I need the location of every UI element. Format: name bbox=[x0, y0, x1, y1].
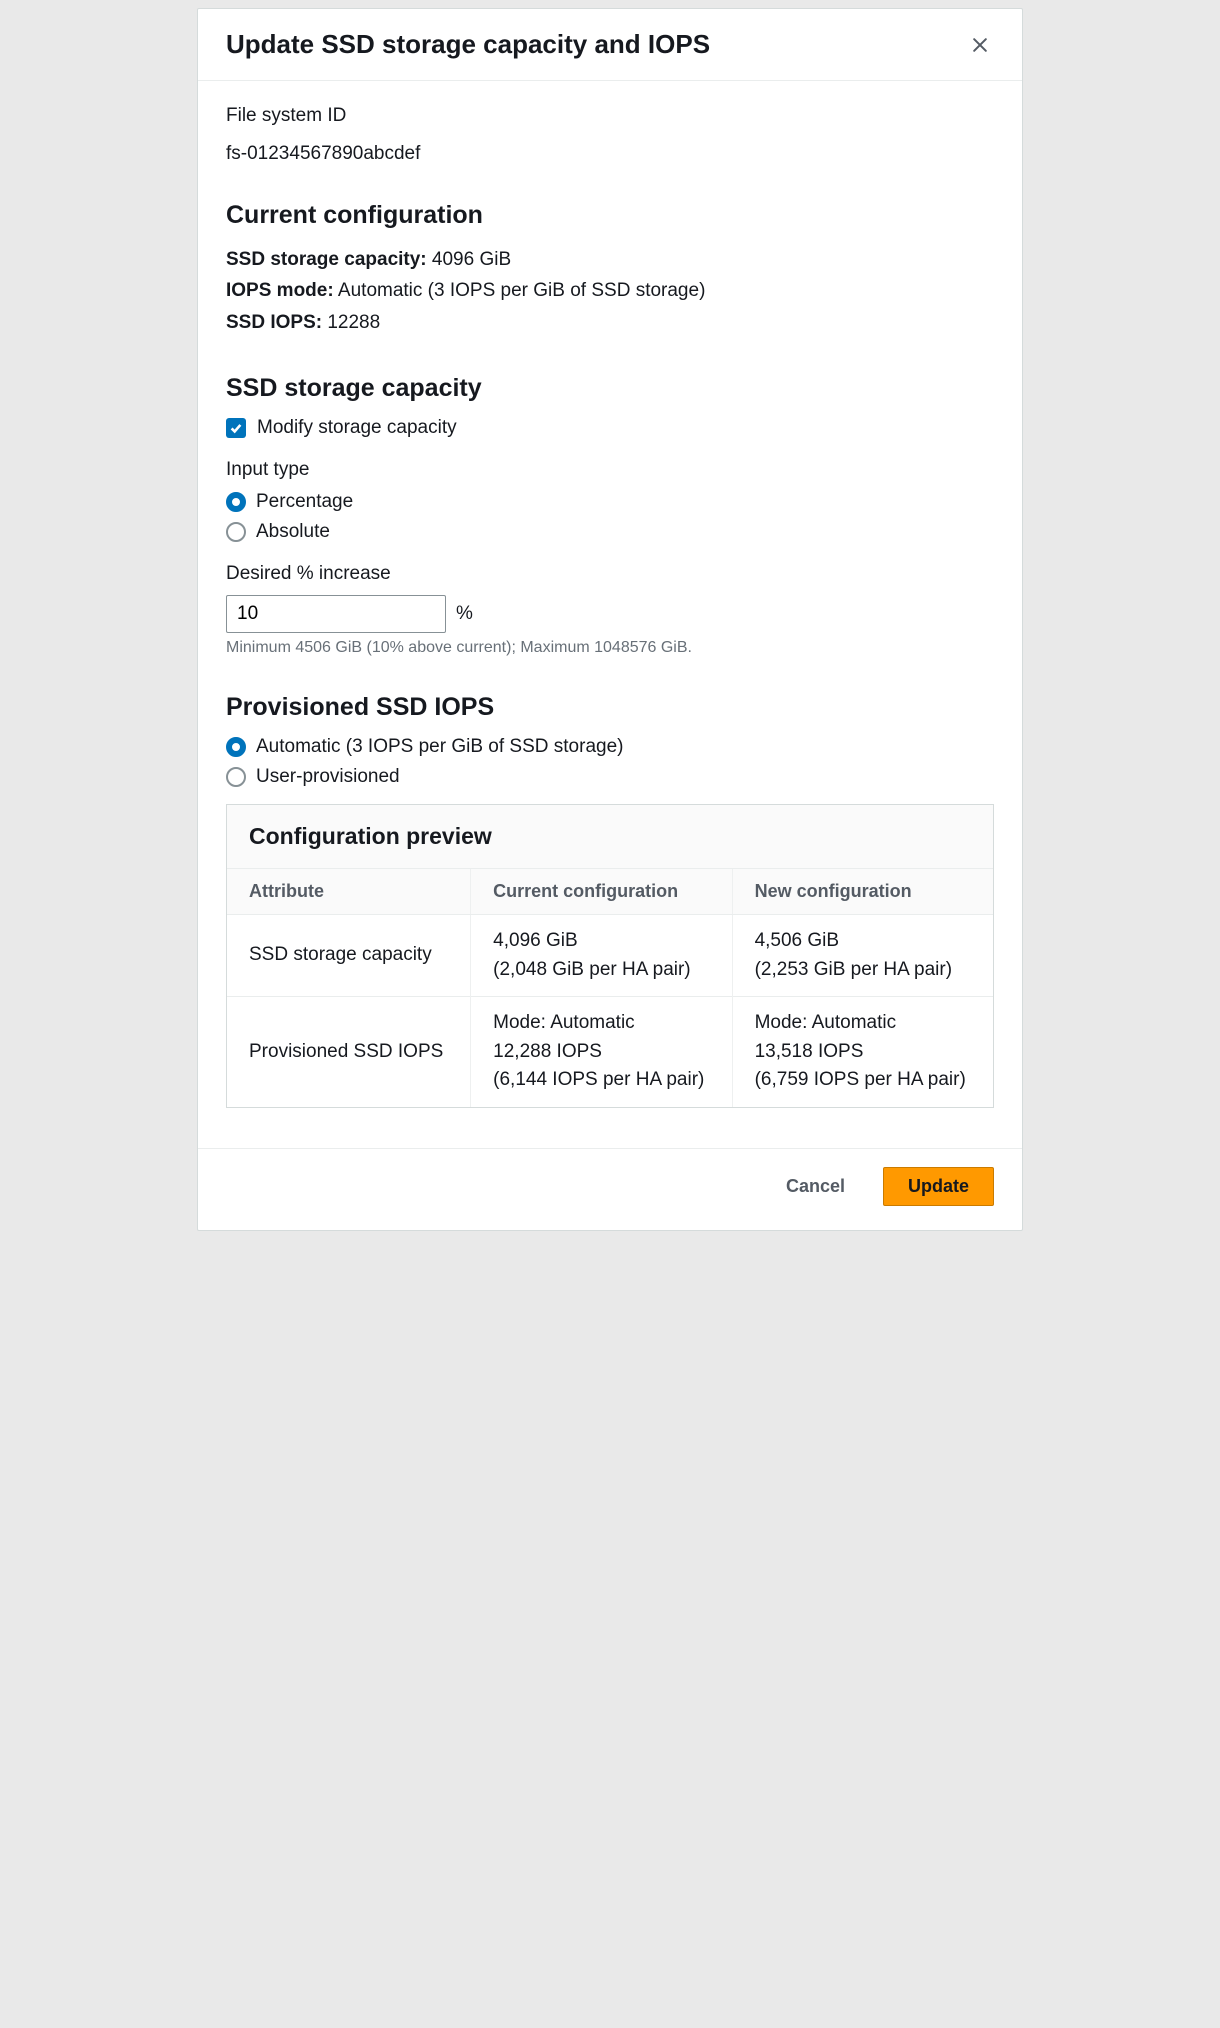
cell-line: 13,518 IOPS bbox=[755, 1038, 971, 1067]
current-iops-value: 12288 bbox=[327, 312, 380, 333]
cell-line: (6,759 IOPS per HA pair) bbox=[755, 1066, 971, 1095]
current-capacity-value: 4096 GiB bbox=[432, 249, 511, 270]
desired-increase-label: Desired % increase bbox=[226, 563, 994, 585]
percent-unit: % bbox=[456, 603, 473, 625]
check-icon bbox=[229, 421, 243, 435]
cell-line: Mode: Automatic bbox=[755, 1009, 971, 1038]
desired-increase-row: % bbox=[226, 595, 994, 633]
radio-absolute-label: Absolute bbox=[256, 521, 330, 543]
cell-line: 12,288 IOPS bbox=[493, 1038, 709, 1067]
modify-capacity-label: Modify storage capacity bbox=[257, 417, 457, 439]
preview-header-row: Attribute Current configuration New conf… bbox=[227, 869, 993, 915]
cell-line: 4,096 GiB bbox=[493, 927, 709, 956]
current-config-heading: Current configuration bbox=[226, 201, 994, 230]
current-cell: Mode: Automatic 12,288 IOPS (6,144 IOPS … bbox=[471, 997, 732, 1107]
radio-absolute-row[interactable]: Absolute bbox=[226, 521, 994, 543]
attr-cell: Provisioned SSD IOPS bbox=[227, 997, 471, 1107]
radio-iops-user[interactable] bbox=[226, 767, 246, 787]
current-iops-mode-row: IOPS mode: Automatic (3 IOPS per GiB of … bbox=[226, 275, 994, 306]
radio-percentage-row[interactable]: Percentage bbox=[226, 491, 994, 513]
config-preview-title: Configuration preview bbox=[249, 823, 971, 850]
config-preview-header: Configuration preview bbox=[227, 805, 993, 868]
config-preview-table: Attribute Current configuration New conf… bbox=[227, 868, 993, 1107]
capacity-heading: SSD storage capacity bbox=[226, 374, 994, 403]
current-iops-mode-label: IOPS mode: bbox=[226, 280, 334, 301]
current-capacity-row: SSD storage capacity: 4096 GiB bbox=[226, 244, 994, 275]
table-row: SSD storage capacity 4,096 GiB (2,048 Gi… bbox=[227, 915, 993, 997]
modal-footer: Cancel Update bbox=[198, 1148, 1022, 1230]
cell-line: (6,144 IOPS per HA pair) bbox=[493, 1066, 709, 1095]
current-iops-row: SSD IOPS: 12288 bbox=[226, 307, 994, 338]
file-system-id-value: fs-01234567890abcdef bbox=[226, 143, 994, 165]
cell-line: (2,048 GiB per HA pair) bbox=[493, 956, 709, 985]
config-preview-box: Configuration preview Attribute Current … bbox=[226, 804, 994, 1108]
cell-line: (2,253 GiB per HA pair) bbox=[755, 956, 971, 985]
current-iops-label: SSD IOPS: bbox=[226, 312, 322, 333]
col-current: Current configuration bbox=[471, 869, 732, 915]
radio-iops-automatic-label: Automatic (3 IOPS per GiB of SSD storage… bbox=[256, 736, 623, 758]
current-iops-mode-value: Automatic (3 IOPS per GiB of SSD storage… bbox=[338, 280, 705, 301]
input-type-radio-group: Percentage Absolute bbox=[226, 491, 994, 543]
radio-iops-user-label: User-provisioned bbox=[256, 766, 400, 788]
close-icon bbox=[970, 35, 990, 55]
modal-body: File system ID fs-01234567890abcdef Curr… bbox=[198, 81, 1022, 1128]
cell-line: 4,506 GiB bbox=[755, 927, 971, 956]
radio-iops-automatic-row[interactable]: Automatic (3 IOPS per GiB of SSD storage… bbox=[226, 736, 994, 758]
iops-heading: Provisioned SSD IOPS bbox=[226, 693, 994, 722]
radio-absolute[interactable] bbox=[226, 522, 246, 542]
new-cell: 4,506 GiB (2,253 GiB per HA pair) bbox=[732, 915, 993, 997]
cell-line: Mode: Automatic bbox=[493, 1009, 709, 1038]
table-row: Provisioned SSD IOPS Mode: Automatic 12,… bbox=[227, 997, 993, 1107]
iops-radio-group: Automatic (3 IOPS per GiB of SSD storage… bbox=[226, 736, 994, 788]
file-system-id-label: File system ID bbox=[226, 105, 994, 127]
input-type-label: Input type bbox=[226, 459, 994, 481]
attr-cell: SSD storage capacity bbox=[227, 915, 471, 997]
modal-title: Update SSD storage capacity and IOPS bbox=[226, 29, 710, 60]
update-button[interactable]: Update bbox=[883, 1167, 994, 1206]
update-storage-modal: Update SSD storage capacity and IOPS Fil… bbox=[197, 8, 1023, 1231]
radio-percentage[interactable] bbox=[226, 492, 246, 512]
capacity-hint: Minimum 4506 GiB (10% above current); Ma… bbox=[226, 639, 994, 657]
close-button[interactable] bbox=[966, 31, 994, 59]
modal-header: Update SSD storage capacity and IOPS bbox=[198, 9, 1022, 81]
new-cell: Mode: Automatic 13,518 IOPS (6,759 IOPS … bbox=[732, 997, 993, 1107]
modify-capacity-checkbox-row[interactable]: Modify storage capacity bbox=[226, 417, 994, 439]
cancel-button[interactable]: Cancel bbox=[762, 1167, 869, 1206]
current-cell: 4,096 GiB (2,048 GiB per HA pair) bbox=[471, 915, 732, 997]
radio-iops-automatic[interactable] bbox=[226, 737, 246, 757]
modify-capacity-checkbox[interactable] bbox=[226, 418, 246, 438]
radio-iops-user-row[interactable]: User-provisioned bbox=[226, 766, 994, 788]
radio-percentage-label: Percentage bbox=[256, 491, 353, 513]
col-new: New configuration bbox=[732, 869, 993, 915]
current-capacity-label: SSD storage capacity: bbox=[226, 249, 427, 270]
current-config-list: SSD storage capacity: 4096 GiB IOPS mode… bbox=[226, 244, 994, 338]
desired-increase-input[interactable] bbox=[226, 595, 446, 633]
col-attribute: Attribute bbox=[227, 869, 471, 915]
